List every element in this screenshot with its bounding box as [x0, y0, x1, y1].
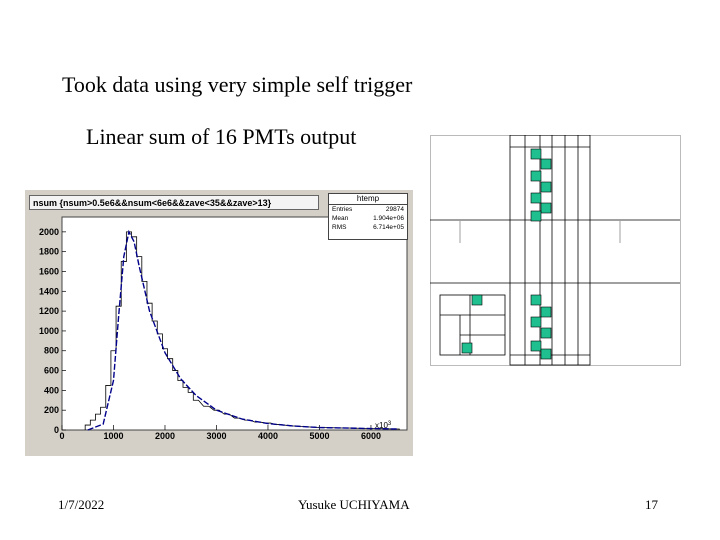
- pmt-cell: [530, 340, 542, 352]
- y-tick-label: 200: [44, 405, 59, 415]
- x-tick-label: 0: [59, 431, 64, 441]
- pmt-cell: [530, 192, 542, 204]
- pmt-cell: [530, 148, 542, 160]
- pmt-grid-lines: [430, 135, 681, 366]
- stats-row-rms: RMS 6.714e+05: [329, 223, 407, 232]
- y-tick-label: 1400: [39, 286, 59, 296]
- stats-value: 1.904e+06: [373, 215, 404, 222]
- stats-value: 6.714e+05: [373, 224, 404, 231]
- y-tick-label: 1200: [39, 306, 59, 316]
- y-axis: 0 200 400 600 800 1000 1200 1400 1600 1800 2000: [39, 227, 66, 435]
- series-fit-line: [87, 229, 397, 431]
- pmt-cell: [540, 202, 552, 214]
- y-tick-label: 0: [54, 425, 59, 435]
- y-tick-label: 1800: [39, 247, 59, 257]
- y-tick-label: 800: [44, 346, 59, 356]
- y-tick-label: 600: [44, 366, 59, 376]
- stats-label: RMS: [332, 224, 347, 231]
- footer-author: Yusuke UCHIYAMA: [298, 497, 410, 512]
- stats-label: Mean: [332, 215, 349, 222]
- plot-frame: [61, 216, 408, 431]
- y-tick-label: 400: [44, 385, 59, 395]
- stats-title: htemp: [329, 194, 407, 205]
- y-tick-label: 1000: [39, 326, 59, 336]
- y-tick-label: 2000: [39, 227, 59, 237]
- x-exponent-power: 3: [388, 421, 392, 427]
- histogram-plot: 0 200 400 600 800 1000 1200 1400 1600 1800 2000 0 1…: [39, 216, 408, 441]
- footer-date: 1/7/2022: [58, 497, 105, 512]
- stats-value: 29874: [385, 206, 404, 213]
- pmt-cell: [530, 316, 542, 328]
- x-exponent-label: x103: [375, 421, 392, 430]
- stats-row-mean: Mean 1.904e+06: [329, 214, 407, 223]
- x-tick-label: 4000: [258, 431, 278, 441]
- series-layer: [84, 229, 400, 431]
- pmt-cell: [540, 306, 552, 318]
- stats-row-entries: Entries 29874: [329, 205, 407, 214]
- slide-headline: Took data using very simple self trigger: [62, 72, 413, 97]
- pmt-cell: [530, 294, 542, 306]
- pmt-cell: [540, 348, 552, 360]
- pmt-cell: [461, 342, 473, 354]
- stats-label: Entries: [332, 206, 353, 213]
- x-tick-label: 1000: [103, 431, 123, 441]
- x-exponent-base: x10: [375, 421, 388, 430]
- pmt-cell: [471, 294, 483, 306]
- stats-box: htemp Entries 29874 Mean 1.904e+06 RMS 6.71…: [328, 193, 408, 240]
- x-tick-label: 5000: [309, 431, 329, 441]
- footer-page-number: 17: [645, 497, 658, 512]
- pmt-cell: [530, 170, 542, 182]
- x-axis: 0 1000 2000 3000 4000 5000 6000: [59, 425, 381, 441]
- y-tick-label: 1600: [39, 266, 59, 276]
- pmt-cell: [540, 181, 552, 193]
- slide-subhead: Linear sum of 16 PMTs output: [86, 124, 357, 149]
- pmt-cells: [461, 148, 552, 360]
- x-tick-label: 2000: [155, 431, 175, 441]
- pmt-layout-diagram: [430, 135, 681, 366]
- x-tick-label: 6000: [361, 431, 381, 441]
- histogram-panel: 0 200 400 600 800 1000 1200 1400 1600 1800 2000 0 1…: [25, 190, 413, 456]
- pmt-cell: [540, 327, 552, 339]
- histogram-title: nsum {nsum>0.5e6&&nsum<6e6&&zave<35&&zav…: [29, 195, 319, 210]
- pmt-cell: [530, 210, 542, 222]
- x-tick-label: 3000: [206, 431, 226, 441]
- pmt-cell: [540, 158, 552, 170]
